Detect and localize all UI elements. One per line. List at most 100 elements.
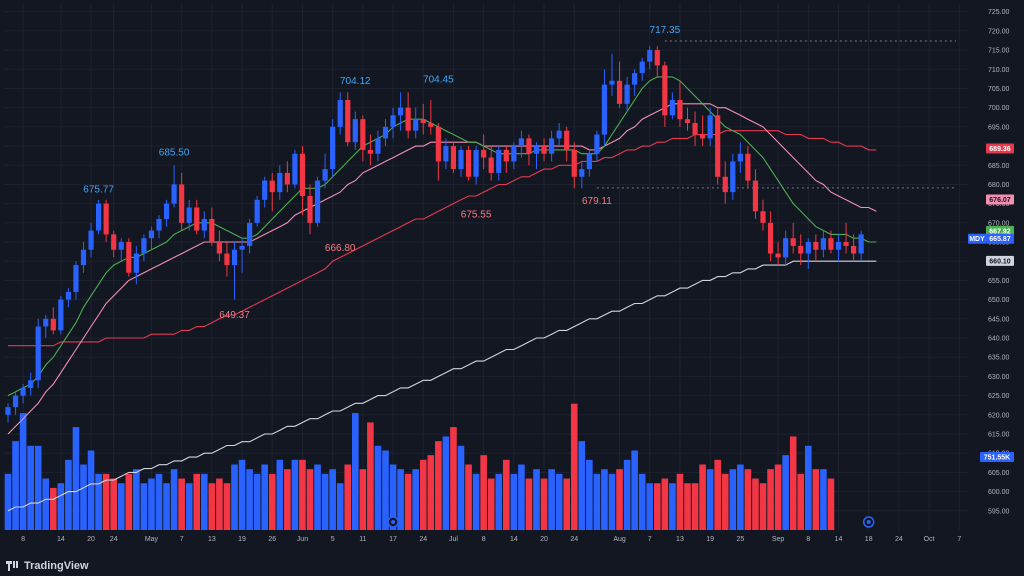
candle: [737, 142, 743, 173]
candle-body: [798, 245, 804, 254]
ticker-tag-label: MDY: [969, 236, 985, 243]
volume-bar: [586, 459, 593, 530]
time-tick-label: 24: [419, 536, 427, 543]
volume-bar: [50, 487, 57, 530]
candle: [367, 134, 373, 166]
volume-bar: [555, 473, 563, 530]
volume-bar: [518, 464, 525, 530]
candle: [307, 184, 313, 235]
price-tick-label: 625.00: [988, 393, 1010, 400]
event-markers[interactable]: [387, 516, 875, 528]
candle: [284, 161, 290, 193]
candle: [141, 234, 147, 262]
volume-tag-label: 751.55K: [984, 455, 1010, 462]
candle-body: [458, 149, 464, 170]
volume-bar: [268, 473, 276, 530]
candle: [722, 161, 728, 204]
volume-bar: [216, 478, 223, 530]
price-tick-label: 685.00: [988, 163, 1010, 170]
candle: [231, 242, 238, 300]
candle-body: [96, 203, 102, 231]
annotation-label: 679.11: [582, 196, 612, 207]
ticker-tag: [968, 233, 986, 244]
candle: [50, 307, 56, 335]
candle-body: [352, 119, 358, 143]
candle-body: [58, 299, 64, 331]
volume-bar: [435, 441, 442, 530]
volume-bar: [714, 459, 721, 530]
price-tag-label: 660.10: [989, 258, 1011, 265]
volume-bar: [57, 483, 65, 530]
brand-name: TradingView: [24, 560, 89, 572]
volume-bar: [27, 445, 34, 530]
candle-body: [654, 50, 660, 66]
candle-body: [299, 153, 306, 196]
time-axis[interactable]: 8 14 20 24 May 7 13 19 26 Jun 5 11 17 24 Jul 8 14 20 24 Aug…: [21, 536, 961, 543]
volume-bar: [706, 469, 714, 530]
volume-bar: [495, 473, 503, 530]
volume-bar: [412, 469, 419, 530]
price-tags: 689.36 676.07 667.92 MDY 665.87 660.10 751.55K: [968, 143, 1014, 462]
volume-bar: [117, 483, 125, 530]
price-tag: [986, 143, 1014, 154]
candle-body: [322, 169, 328, 181]
candle-body: [443, 146, 449, 162]
time-tick-label: 5: [331, 536, 335, 543]
candle-body: [752, 180, 759, 212]
event-marker-icon: [862, 516, 875, 528]
time-tick-label: 20: [540, 536, 548, 543]
candle-body: [662, 65, 668, 116]
price-tick-label: 725.00: [988, 9, 1010, 16]
candle-body: [171, 184, 177, 204]
volume-bar: [382, 450, 389, 530]
candle: [594, 130, 600, 162]
volume-bar: [155, 473, 163, 530]
time-tick-label: 24: [110, 536, 118, 543]
tradingview-brand[interactable]: TradingView: [6, 560, 89, 572]
price-tag: [986, 194, 1014, 205]
candle: [5, 403, 11, 423]
time-tick-label: 13: [208, 536, 216, 543]
candle: [571, 142, 577, 189]
candle-body: [141, 238, 147, 254]
candle: [345, 92, 351, 147]
candles[interactable]: [5, 46, 864, 423]
candle-body: [609, 80, 615, 85]
volume-bar: [759, 483, 767, 530]
volume-bar: [367, 422, 374, 530]
candle-body: [601, 84, 608, 135]
volume-bar: [95, 473, 102, 530]
volume-bars: [4, 403, 835, 530]
candle-body: [156, 219, 162, 231]
price-tag-label: 667.92: [989, 228, 1011, 235]
volume-bar: [601, 469, 608, 530]
price-tag: [986, 225, 1014, 236]
candle-body: [526, 138, 532, 154]
candle-body: [5, 407, 11, 415]
candle: [549, 130, 555, 162]
candle-body: [390, 115, 396, 127]
volume-bar: [87, 450, 95, 530]
candle-body: [473, 149, 479, 177]
volume-bar: [42, 478, 50, 530]
time-tick-label: 17: [389, 536, 397, 543]
annotation-label: 717.35: [650, 25, 681, 36]
volume-bar: [133, 469, 140, 530]
candle-body: [435, 126, 441, 162]
price-tick-label: 675.00: [988, 201, 1010, 208]
candle: [292, 149, 298, 189]
volume-bar: [65, 459, 72, 530]
volume-bar: [19, 413, 27, 530]
candle-body: [413, 119, 419, 131]
time-tick-label: 19: [238, 536, 246, 543]
candle-body: [450, 146, 457, 170]
candle-body: [247, 222, 253, 246]
candle: [662, 61, 668, 127]
candle-body: [684, 119, 691, 124]
candle-body: [405, 107, 411, 131]
volume-bar: [427, 455, 435, 530]
candle-body: [488, 157, 494, 173]
volume-bar: [34, 445, 42, 530]
volume-bar: [389, 464, 397, 530]
